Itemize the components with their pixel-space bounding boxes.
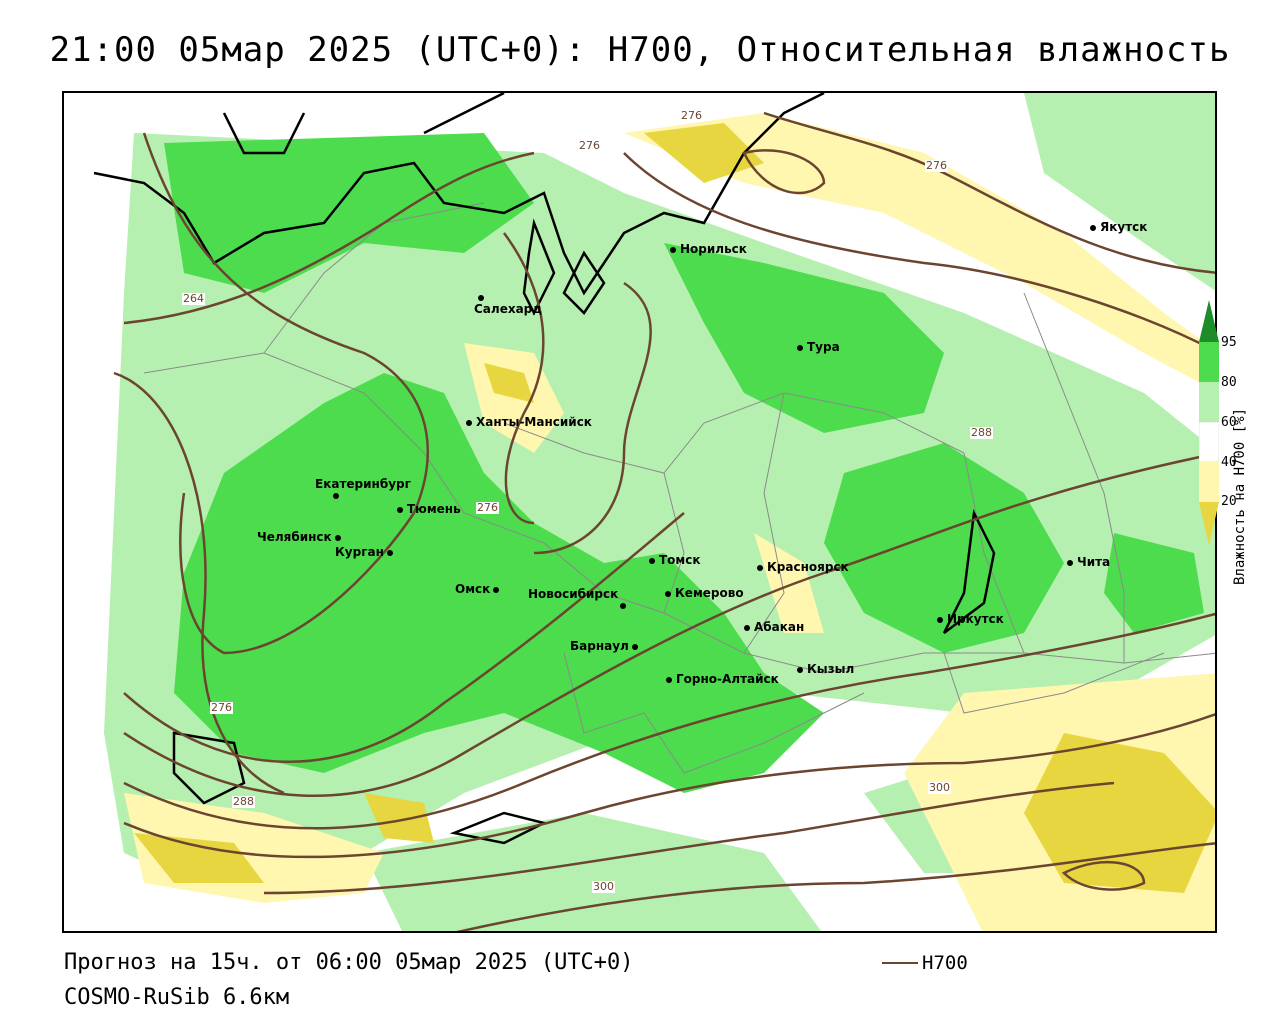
city-marker xyxy=(334,534,341,541)
city-label xyxy=(478,290,488,304)
city-label: Кызыл xyxy=(797,662,854,676)
colorbar-tick: 40 xyxy=(1221,455,1237,470)
humidity-colorbar xyxy=(1199,300,1219,545)
colorbar-tick: 95 xyxy=(1221,335,1237,350)
colorbar-top-triangle xyxy=(1199,300,1219,342)
city-label: Омск xyxy=(455,582,503,596)
city-label: Челябинск xyxy=(257,530,345,544)
city-name: Тура xyxy=(807,340,840,354)
map-canvas xyxy=(64,93,1215,931)
city-marker xyxy=(631,643,638,650)
humidity-below-20-field xyxy=(134,123,1215,893)
city-marker xyxy=(620,602,626,609)
city-marker xyxy=(386,549,393,556)
city-marker xyxy=(466,419,472,426)
humidity-80-95-field xyxy=(164,133,1204,793)
city-label xyxy=(333,488,343,502)
contour-label: 288 xyxy=(970,426,993,439)
city-name: Тюмень xyxy=(407,502,461,516)
contour-label: 288 xyxy=(232,795,255,808)
city-marker xyxy=(333,492,339,499)
colorbar-band-60-80 xyxy=(1199,382,1219,422)
city-name: Челябинск xyxy=(257,530,332,544)
city-marker xyxy=(665,590,671,597)
city-name: Салехард xyxy=(474,302,542,316)
city-label: Новосибирск xyxy=(528,587,618,601)
model-name: COSMO-RuSib 6.6км xyxy=(64,985,290,1010)
city-marker xyxy=(397,506,403,513)
city-marker xyxy=(937,616,943,623)
colorbar-band-20-40 xyxy=(1199,462,1219,502)
contour-label: 276 xyxy=(925,159,948,172)
city-label: Екатеринбург xyxy=(315,477,411,491)
city-marker xyxy=(670,246,676,253)
colorbar-tick: 80 xyxy=(1221,375,1237,390)
city-marker xyxy=(757,564,763,571)
city-label: Тюмень xyxy=(397,502,461,516)
city-name: Томск xyxy=(659,553,701,567)
city-label: Тура xyxy=(797,340,840,354)
map-area[interactable] xyxy=(62,91,1217,933)
colorbar-tick: 20 xyxy=(1221,494,1237,509)
map-title: 21:00 05мар 2025 (UTC+0): H700, Относите… xyxy=(49,30,1231,70)
city-label: Чита xyxy=(1067,555,1110,569)
city-name: Якутск xyxy=(1100,220,1148,234)
city-label: Красноярск xyxy=(757,560,849,574)
city-name: Красноярск xyxy=(767,560,849,574)
contour-label: 300 xyxy=(592,880,615,893)
contour-label: 276 xyxy=(210,701,233,714)
city-marker xyxy=(649,557,655,564)
city-name: Курган xyxy=(335,545,384,559)
city-label: Барнаул xyxy=(570,639,642,653)
city-name: Екатеринбург xyxy=(315,477,411,491)
city-label: Абакан xyxy=(744,620,804,634)
city-marker xyxy=(666,676,672,683)
city-name: Барнаул xyxy=(570,639,629,653)
city-label: Кемерово xyxy=(665,586,744,600)
city-marker xyxy=(1067,559,1073,566)
contour-label: 264 xyxy=(182,292,205,305)
city-name: Иркутск xyxy=(947,612,1004,626)
city-label: Иркутск xyxy=(937,612,1004,626)
contour-label: 276 xyxy=(578,139,601,152)
h700-contours xyxy=(113,111,1215,931)
city-label: Курган xyxy=(335,545,397,559)
city-name: Норильск xyxy=(680,242,747,256)
h700-legend-swatch xyxy=(882,962,918,964)
contour-label: 300 xyxy=(928,781,951,794)
colorbar-bottom-triangle xyxy=(1199,502,1219,545)
contour-label: 276 xyxy=(476,501,499,514)
coastlines xyxy=(93,93,996,845)
city-label: Горно-Алтайск xyxy=(666,672,779,686)
city-marker xyxy=(478,294,484,301)
colorbar-band-80-95 xyxy=(1199,342,1219,382)
city-name: Ханты-Мансийск xyxy=(476,415,592,429)
city-name: Кемерово xyxy=(675,586,744,600)
city-name: Омск xyxy=(455,582,491,596)
forecast-info: Прогноз на 15ч. от 06:00 05мар 2025 (UTC… xyxy=(64,950,634,975)
city-label: Ханты-Мансийск xyxy=(466,415,592,429)
colorbar-band-40-60 xyxy=(1199,421,1219,463)
contour-label: 276 xyxy=(680,109,703,122)
city-name: Кызыл xyxy=(807,662,855,676)
city-label: Норильск xyxy=(670,242,747,256)
colorbar-tick: 60 xyxy=(1221,415,1237,430)
city-name: Горно-Алтайск xyxy=(676,672,779,686)
city-marker xyxy=(797,344,803,351)
city-marker xyxy=(493,586,500,593)
city-label xyxy=(620,598,630,612)
h700-legend-label: H700 xyxy=(922,952,968,974)
city-name: Новосибирск xyxy=(528,587,619,601)
city-label: Салехард xyxy=(474,302,542,316)
city-name: Чита xyxy=(1077,555,1111,569)
city-name: Абакан xyxy=(754,620,805,634)
city-label: Томск xyxy=(649,553,701,567)
city-label: Якутск xyxy=(1090,220,1147,234)
city-marker xyxy=(797,666,803,673)
city-marker xyxy=(1090,224,1096,231)
colorbar-title: Влажность на H700 [%] xyxy=(1232,407,1248,585)
city-marker xyxy=(744,624,750,631)
